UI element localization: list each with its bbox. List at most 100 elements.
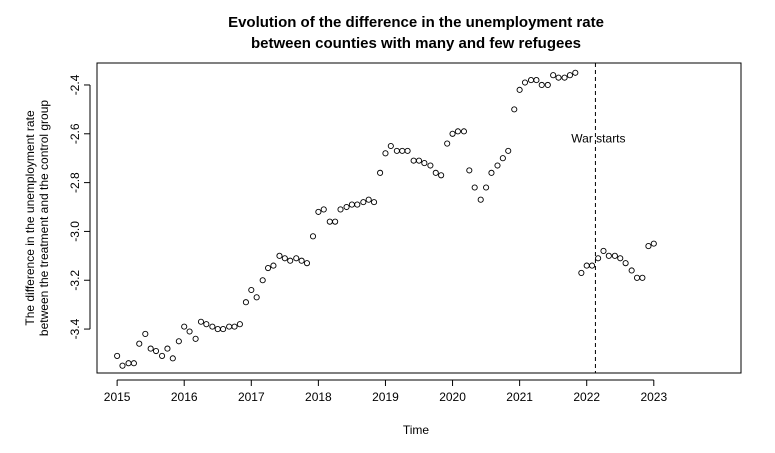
data-point — [566, 72, 573, 79]
data-point — [633, 274, 641, 281]
x-axis-label: Time — [403, 423, 430, 437]
data-point — [605, 252, 612, 259]
x-axis: 2015 2016 2017 2018 2019 2020 2021 2022 2023 — [104, 379, 667, 404]
data-point — [611, 252, 618, 259]
data-point — [136, 340, 143, 347]
data-point — [550, 72, 557, 79]
y-axis-label-line1: The difference in the unemployment rate — [23, 110, 37, 326]
war-start-label: War starts — [571, 132, 625, 146]
data-point — [181, 323, 188, 330]
y-tick-label: -2.6 — [68, 123, 82, 144]
data-point — [421, 160, 428, 167]
data-point — [444, 140, 451, 147]
data-point — [583, 262, 590, 269]
data-point — [387, 142, 394, 150]
data-point — [578, 269, 585, 276]
x-tick-label: 2020 — [439, 390, 466, 404]
data-point — [449, 130, 456, 137]
data-point — [169, 355, 176, 362]
data-point — [214, 326, 221, 333]
data-point — [236, 321, 243, 328]
y-axis-label-line2: between the treatment and the control gr… — [37, 100, 51, 336]
x-tick-label: 2023 — [640, 390, 667, 404]
data-point — [382, 150, 389, 157]
plot-frame — [96, 62, 742, 374]
data-point — [281, 255, 288, 262]
x-tick-label: 2017 — [238, 390, 265, 404]
data-point — [354, 201, 361, 208]
data-point — [471, 184, 478, 191]
data-point — [303, 260, 311, 267]
data-point — [404, 147, 411, 154]
data-point — [114, 352, 121, 359]
data-point — [488, 169, 495, 176]
data-point — [561, 74, 568, 81]
x-tick-label: 2016 — [171, 390, 198, 404]
war-start-marker: War starts — [571, 63, 626, 373]
data-point — [293, 255, 300, 262]
data-point — [477, 196, 484, 203]
data-point — [454, 128, 461, 135]
data-point — [527, 77, 535, 84]
data-point — [538, 81, 545, 89]
data-point — [309, 233, 317, 240]
data-point — [320, 206, 327, 213]
data-point — [197, 318, 205, 325]
data-point — [298, 257, 305, 264]
data-point — [152, 347, 160, 355]
data-point — [645, 243, 652, 250]
y-axis: -3.4 -3.2 -3.0 -2.8 -2.6 -2.4 — [68, 74, 91, 339]
data-point — [600, 247, 607, 255]
data-point — [617, 255, 624, 262]
data-point — [595, 255, 602, 262]
data-point — [276, 252, 283, 259]
data-point — [393, 147, 400, 154]
data-point — [521, 79, 529, 86]
data-point — [410, 157, 417, 164]
data-point — [499, 155, 506, 162]
data-point — [175, 338, 182, 345]
x-tick-label: 2015 — [104, 390, 131, 404]
data-point — [348, 201, 355, 208]
data-point — [371, 199, 378, 206]
data-point — [220, 326, 227, 333]
data-point — [332, 218, 339, 225]
data-point — [460, 128, 467, 135]
data-point — [315, 208, 322, 215]
data-point — [226, 323, 233, 330]
data-point — [377, 169, 384, 176]
data-point — [265, 264, 272, 272]
data-point — [130, 360, 137, 367]
data-point — [572, 69, 579, 76]
data-point — [253, 294, 260, 301]
data-point — [164, 345, 171, 352]
data-point — [142, 330, 149, 337]
chart-title-line1: Evolution of the difference in the unemp… — [228, 14, 604, 31]
data-point — [622, 260, 629, 267]
y-tick-label: -3.4 — [68, 318, 82, 339]
x-tick-label: 2022 — [573, 390, 600, 404]
y-tick-label: -2.8 — [68, 172, 82, 193]
data-point — [287, 257, 294, 264]
data-point — [427, 162, 434, 169]
data-point — [231, 323, 238, 330]
x-tick-label: 2021 — [506, 390, 533, 404]
data-point — [159, 352, 166, 359]
data-point — [326, 218, 333, 225]
data-point — [192, 335, 199, 342]
data-point — [343, 203, 350, 211]
data-point — [360, 199, 367, 206]
y-tick-label: -3.0 — [68, 221, 82, 242]
data-point — [270, 262, 277, 269]
data-point — [628, 267, 635, 274]
data-point — [337, 206, 344, 213]
data-point — [466, 167, 473, 174]
data-point — [242, 299, 249, 306]
data-point — [511, 106, 518, 113]
data-point — [415, 157, 423, 164]
data-point — [147, 345, 154, 352]
data-point — [125, 360, 132, 367]
data-point — [650, 240, 657, 247]
y-tick-label: -2.4 — [68, 74, 82, 95]
